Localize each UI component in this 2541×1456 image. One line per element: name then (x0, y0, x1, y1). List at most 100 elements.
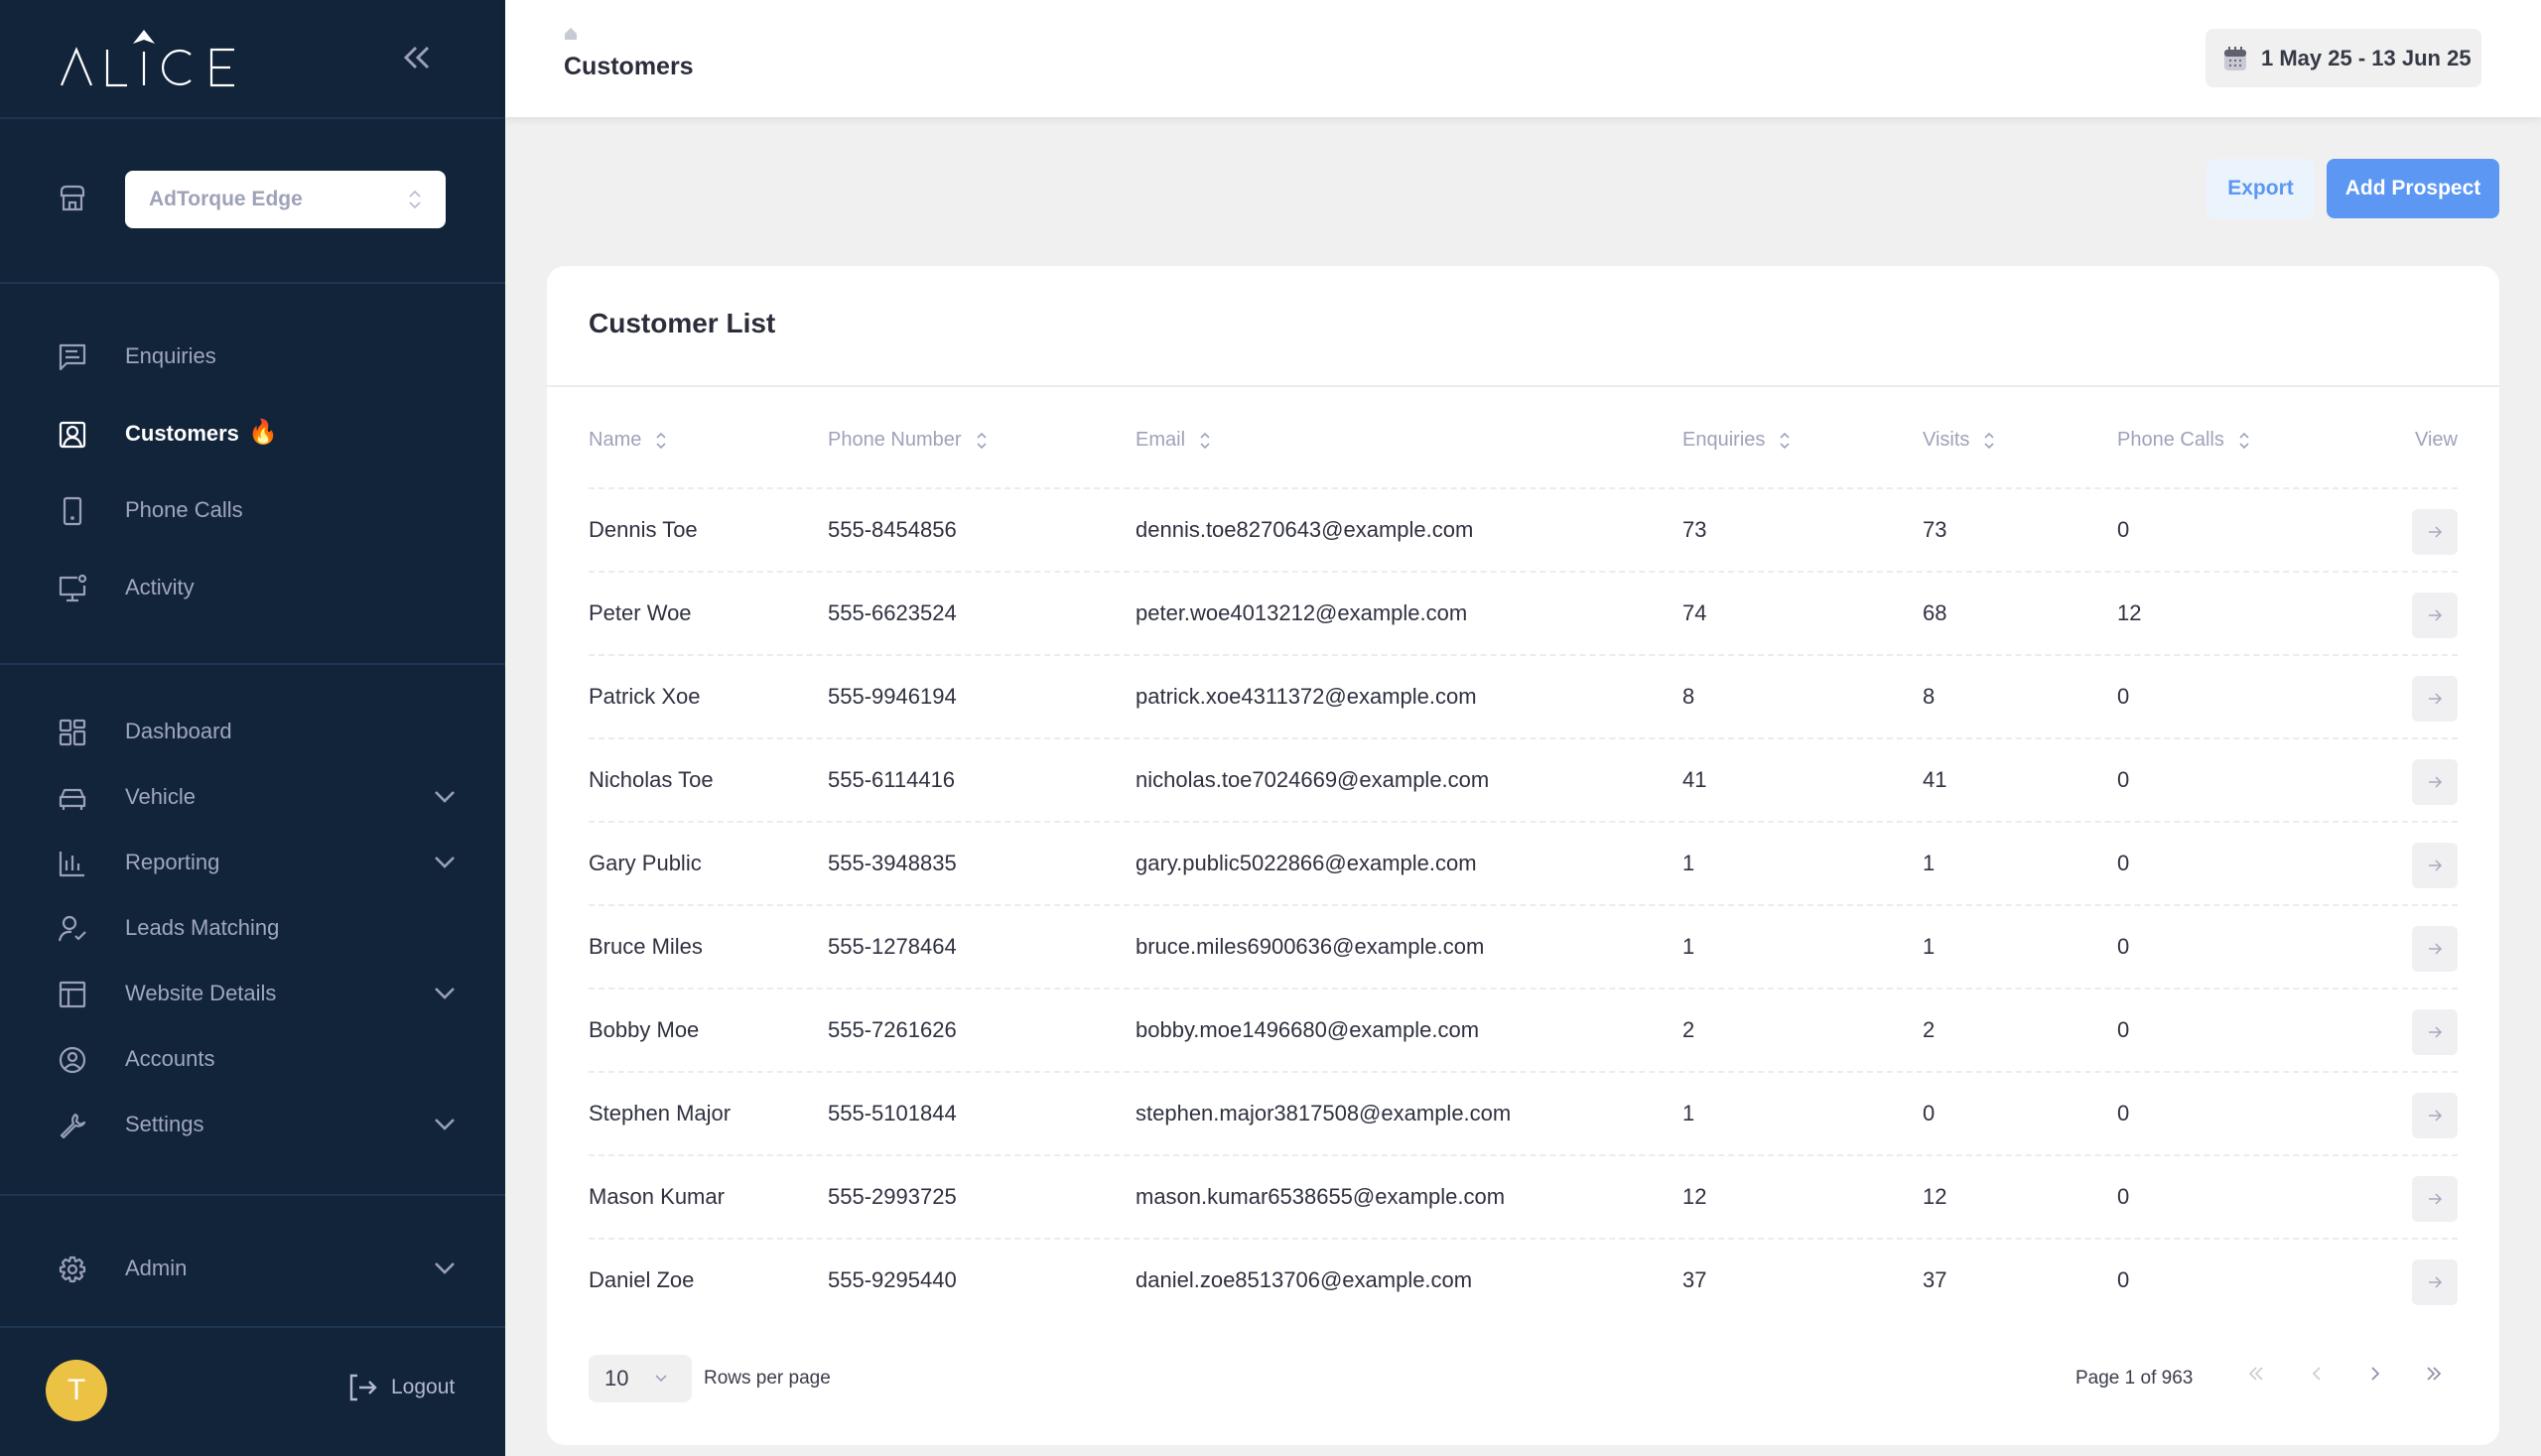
date-range-picker[interactable]: 1 May 25 - 13 Jun 25 (2206, 29, 2481, 87)
sidebar-item-customers[interactable]: Customers 🔥 (0, 406, 505, 462)
visits-count: 68 (1923, 600, 1947, 625)
home-icon[interactable] (563, 26, 579, 47)
collapse-sidebar-button[interactable] (399, 42, 435, 73)
enquiries-count: 8 (1682, 684, 1695, 709)
sidebar-item-label: Website Details (125, 981, 277, 1005)
sort-icon (656, 432, 666, 449)
sidebar-item-label: Customers (125, 421, 239, 446)
column-header-view[interactable]: View (2415, 429, 2458, 452)
rows-per-page-label: Rows per page (704, 1368, 831, 1389)
customer-list-card: Customer List Name Phone Number Email Enqui… (547, 266, 2499, 1445)
view-customer-button[interactable] (2412, 843, 2458, 888)
sidebar-item-leads-matching[interactable]: Leads Matching (0, 900, 505, 956)
rows-per-page-select[interactable]: 10 (589, 1355, 692, 1402)
arrow-right-icon (2429, 693, 2443, 705)
add-prospect-button[interactable]: Add Prospect (2327, 159, 2499, 218)
phone-number: 555-6114416 (828, 767, 956, 792)
view-customer-button[interactable] (2412, 759, 2458, 805)
column-header-label: Enquiries (1682, 429, 1766, 451)
view-customer-button[interactable] (2412, 1259, 2458, 1305)
column-header-enquiries[interactable]: Enquiries (1682, 429, 1791, 452)
alice-logo (60, 28, 248, 94)
visits-count: 37 (1923, 1267, 1947, 1292)
card-title: Customer List (589, 308, 776, 338)
logout-label: Logout (391, 1376, 456, 1398)
visits-count: 12 (1923, 1184, 1947, 1209)
last-page-button[interactable] (2424, 1364, 2444, 1389)
phone-calls-count: 0 (2117, 767, 2130, 792)
chevron-right-icon (2371, 1367, 2380, 1381)
column-header-email[interactable]: Email (1136, 429, 1211, 452)
column-header-label: Phone Number (828, 429, 962, 451)
user-check-icon (58, 915, 86, 942)
enquiries-count: 74 (1682, 600, 1707, 625)
arrow-right-icon (2429, 1110, 2443, 1122)
sidebar-item-label: Admin (125, 1256, 188, 1280)
arrow-right-icon (2429, 1026, 2443, 1038)
logout-icon (349, 1374, 377, 1401)
next-page-button[interactable] (2365, 1364, 2385, 1389)
view-customer-button[interactable] (2412, 509, 2458, 555)
chevron-up-down-icon (409, 190, 421, 209)
sidebar-item-dashboard[interactable]: Dashboard (0, 704, 505, 759)
customer-name: Daniel Zoe (589, 1267, 695, 1292)
visits-count: 0 (1923, 1101, 1936, 1125)
column-header-name[interactable]: Name (589, 429, 667, 452)
user-avatar[interactable]: T (46, 1360, 107, 1421)
arrow-right-icon (2429, 943, 2443, 955)
monitor-icon (59, 574, 87, 602)
view-customer-button[interactable] (2412, 1176, 2458, 1222)
previous-page-button[interactable] (2307, 1364, 2327, 1389)
sidebar-item-admin[interactable]: Admin (0, 1241, 505, 1296)
dealer-select[interactable]: AdTorque Edge (125, 171, 446, 228)
layout-icon (59, 981, 86, 1008)
divider (0, 1326, 505, 1328)
double-chevron-right-icon (2427, 1367, 2442, 1381)
view-customer-button[interactable] (2412, 1093, 2458, 1138)
table-row: Bobby Moe 555-7261626 bobby.moe1496680@exa… (589, 988, 2458, 1071)
logout-button[interactable]: Logout (347, 1373, 455, 1402)
bar-chart-icon (59, 852, 84, 877)
sidebar-item-website-details[interactable]: Website Details (0, 966, 505, 1021)
customer-name: Peter Woe (589, 600, 692, 625)
message-icon (59, 343, 86, 371)
column-header-phone-calls[interactable]: Phone Calls (2117, 429, 2250, 452)
customer-name: Gary Public (589, 851, 702, 875)
phone-number: 555-3948835 (828, 851, 957, 875)
car-icon (59, 788, 86, 810)
sidebar-item-settings[interactable]: Settings (0, 1097, 505, 1152)
sidebar-item-accounts[interactable]: Accounts (0, 1031, 505, 1087)
email: bruce.miles6900636@example.com (1136, 934, 1485, 959)
view-customer-button[interactable] (2412, 676, 2458, 722)
view-customer-button[interactable] (2412, 1009, 2458, 1055)
visits-count: 73 (1923, 517, 1947, 542)
enquiries-count: 1 (1682, 934, 1695, 959)
sort-icon (1984, 432, 1994, 449)
export-button[interactable]: Export (2207, 159, 2315, 218)
column-header-visits[interactable]: Visits (1923, 429, 1995, 452)
sidebar-item-enquiries[interactable]: Enquiries (0, 329, 505, 384)
email: patrick.xoe4311372@example.com (1136, 684, 1477, 709)
date-range-label: 1 May 25 - 13 Jun 25 (2261, 45, 2472, 70)
phone-number: 555-5101844 (828, 1101, 957, 1125)
divider (0, 1194, 505, 1196)
divider (0, 117, 505, 119)
first-page-button[interactable] (2246, 1364, 2266, 1389)
phone-number: 555-1278464 (828, 934, 957, 959)
view-customer-button[interactable] (2412, 926, 2458, 972)
top-bar: Customers 1 May 25 - 13 Jun 25 (505, 0, 2541, 117)
arrow-right-icon (2429, 1193, 2443, 1205)
column-header-label: Phone Calls (2117, 429, 2224, 451)
sidebar-item-phone-calls[interactable]: Phone Calls (0, 482, 505, 538)
sidebar-item-activity[interactable]: Activity (0, 560, 505, 615)
sidebar-item-reporting[interactable]: Reporting (0, 835, 505, 890)
sidebar-item-vehicle[interactable]: Vehicle (0, 769, 505, 825)
phone-number: 555-9295440 (828, 1267, 957, 1292)
phone-number: 555-9946194 (828, 684, 957, 709)
column-header-phone-number[interactable]: Phone Number (828, 429, 988, 452)
phone-device-icon (63, 496, 82, 526)
arrow-right-icon (2429, 1276, 2443, 1288)
email: mason.kumar6538655@example.com (1136, 1184, 1506, 1209)
view-customer-button[interactable] (2412, 593, 2458, 638)
phone-number: 555-8454856 (828, 517, 957, 542)
